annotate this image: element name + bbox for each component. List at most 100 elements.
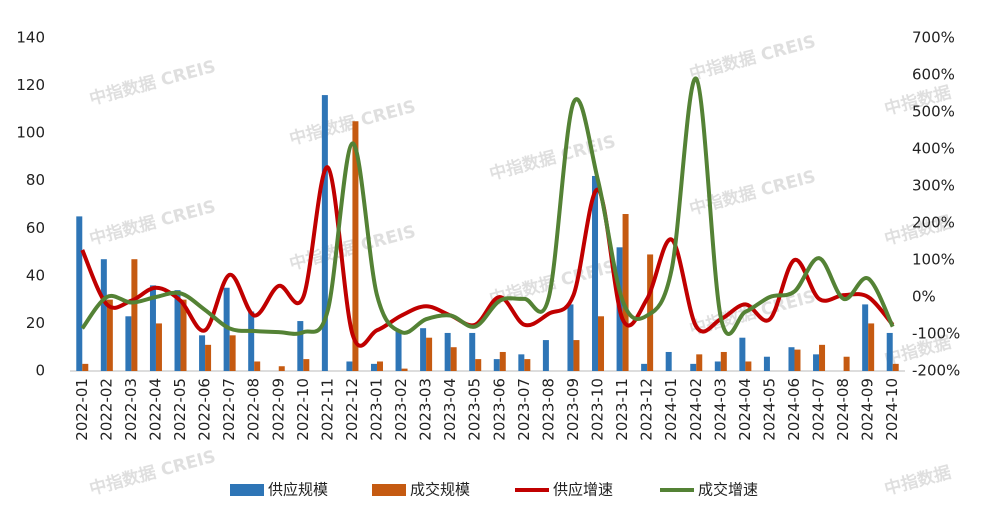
x-tick-label: 2024-05 <box>760 378 778 441</box>
x-tick-label: 2022-01 <box>73 378 91 441</box>
watermark: 中指数据 CREIS <box>687 31 818 85</box>
bar <box>131 259 138 371</box>
bar <box>223 287 230 371</box>
bar <box>205 344 212 371</box>
x-tick-label: 2023-08 <box>539 378 557 441</box>
bar <box>598 316 605 371</box>
x-tick-label: 2022-06 <box>196 378 214 441</box>
bar <box>592 175 599 371</box>
x-tick-label: 2022-11 <box>318 378 336 441</box>
x-tick-label: 2024-08 <box>834 378 852 441</box>
legend-label: 供应规模 <box>268 481 328 499</box>
bar <box>763 356 770 371</box>
line <box>80 76 895 336</box>
bar <box>346 361 353 371</box>
x-tick-label: 2023-09 <box>564 378 582 441</box>
watermark: 中指数据 <box>882 462 953 500</box>
x-tick-label: 2024-02 <box>687 378 705 441</box>
y-tick-label: 100 <box>16 124 45 142</box>
bar <box>352 121 359 371</box>
bar <box>843 356 850 371</box>
y2-tick-label: 500% <box>912 103 955 121</box>
bar <box>714 361 721 371</box>
bar <box>297 321 304 371</box>
bar <box>420 328 427 371</box>
legend-label: 供应增速 <box>553 481 613 499</box>
x-tick-label: 2024-03 <box>711 378 729 441</box>
bar <box>254 361 261 371</box>
bar <box>696 354 703 371</box>
bar <box>518 354 525 371</box>
bar <box>100 259 107 371</box>
x-tick-label: 2022-03 <box>122 378 140 441</box>
bar <box>892 363 899 371</box>
y2-tick-label: 100% <box>912 251 955 269</box>
y-tick-label: 80 <box>26 171 45 189</box>
bar <box>886 332 893 371</box>
bar <box>444 332 451 371</box>
y2-tick-label: -200% <box>912 362 960 380</box>
bar <box>376 361 383 371</box>
bar <box>395 330 402 371</box>
bar <box>155 323 162 371</box>
bar <box>248 311 255 371</box>
bar <box>475 359 482 371</box>
y2-tick-label: 0% <box>912 288 936 306</box>
bar <box>82 363 89 371</box>
bar <box>868 323 875 371</box>
bar <box>665 351 672 371</box>
bar <box>499 351 506 371</box>
x-tick-label: 2023-01 <box>367 378 385 441</box>
bar <box>370 363 377 371</box>
x-tick-label: 2023-07 <box>515 378 533 441</box>
bar <box>813 354 820 371</box>
y2-tick-label: 700% <box>912 29 955 47</box>
bar <box>321 95 328 371</box>
x-tick-label: 2023-11 <box>613 378 631 441</box>
x-tick-label: 2022-09 <box>269 378 287 441</box>
bar <box>641 363 648 371</box>
line <box>80 165 895 348</box>
y-tick-label: 0 <box>35 362 45 380</box>
x-tick-label: 2024-07 <box>810 378 828 441</box>
bar <box>76 216 83 371</box>
x-tick-label: 2024-04 <box>736 378 754 441</box>
x-tick-label: 2022-12 <box>343 378 361 441</box>
bar <box>739 337 746 371</box>
y-tick-label: 40 <box>26 266 45 284</box>
bar <box>567 304 574 371</box>
legend-swatch <box>230 484 264 496</box>
bar <box>469 332 476 371</box>
x-tick-label: 2023-04 <box>441 378 459 441</box>
x-tick-label: 2024-10 <box>883 378 901 441</box>
y-tick-label: 20 <box>26 314 45 332</box>
bar <box>426 337 433 371</box>
bar <box>794 349 801 371</box>
bar <box>450 347 457 371</box>
watermark: 中指数据 CREIS <box>87 446 218 500</box>
y2-tick-label: 600% <box>912 66 955 84</box>
x-tick-label: 2023-05 <box>466 378 484 441</box>
x-tick-label: 2022-08 <box>245 378 263 441</box>
x-tick-label: 2023-12 <box>638 378 656 441</box>
bar <box>788 347 795 371</box>
bar <box>229 335 236 371</box>
watermark: 中指数据 CREIS <box>87 56 218 110</box>
x-tick-label: 2024-01 <box>662 378 680 441</box>
y-tick-label: 120 <box>16 76 45 94</box>
y-tick-label: 140 <box>16 29 45 47</box>
legend-swatch <box>372 484 406 496</box>
bar <box>180 299 187 371</box>
x-tick-label: 2022-02 <box>97 378 115 441</box>
bar <box>174 290 181 371</box>
bar <box>106 299 113 371</box>
bar <box>125 316 132 371</box>
legend-label: 成交规模 <box>410 481 470 499</box>
y2-tick-label: 300% <box>912 177 955 195</box>
bar <box>622 214 629 371</box>
bar <box>542 340 549 371</box>
bar <box>819 344 826 371</box>
bar <box>862 304 869 371</box>
x-tick-label: 2022-05 <box>171 378 189 441</box>
